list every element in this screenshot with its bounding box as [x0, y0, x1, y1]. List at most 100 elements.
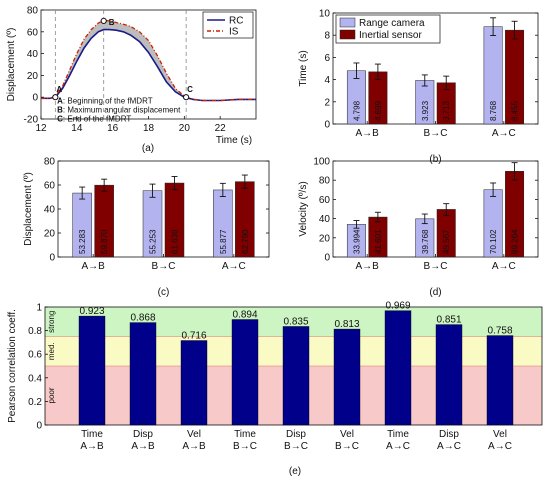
- panel-c-ytick-label: 0: [49, 253, 55, 264]
- panel-d-ytick-label: 40: [319, 214, 331, 225]
- panel-e-band-label: strong: [47, 311, 56, 333]
- panel-a-ytick-label: 0: [32, 93, 38, 104]
- panel-e-bar: [435, 324, 463, 426]
- panel-c-xtick-label: B→C: [152, 261, 176, 272]
- panel-b-legend-label: Inertial sensor: [359, 30, 422, 41]
- panel-e-xtick-sublabel: A→B: [131, 441, 155, 452]
- panel-a-annotation: B: Maximum angular displacement: [57, 105, 181, 114]
- panel-d-ytick-label: 60: [319, 195, 331, 206]
- panel-e-xtick-label: Disp: [439, 429, 459, 440]
- panel-e-ytick-label: 1: [36, 303, 42, 314]
- panel-b-ytick-label: 10: [319, 9, 331, 20]
- panel-c-xtick-label: A→B: [81, 261, 105, 272]
- panel-e-xtick-sublabel: B→C: [335, 441, 359, 452]
- panel-a-legend-label: RC: [229, 16, 243, 27]
- panel-a-xtick-label: 14: [71, 123, 83, 134]
- panel-d-data-label: 41.601: [374, 229, 383, 254]
- panel-b-ytick-label: 6: [324, 53, 330, 64]
- panel-d-ytick-label: 0: [324, 253, 330, 264]
- panel-b-data-label: 4.699: [374, 100, 383, 121]
- panel-c-xtick-label: A→C: [222, 261, 246, 272]
- panel-a-marker-label: A: [56, 85, 62, 94]
- panel-a-marker-label: B: [109, 18, 115, 27]
- panel-e-band-label: poor: [47, 387, 56, 403]
- panel-b-legend-swatch: [339, 29, 356, 40]
- panel-a-annotation-key: A: [57, 96, 63, 105]
- panel-d-xtick-label: A→B: [355, 261, 379, 272]
- panel-b-caption: (b): [429, 154, 441, 165]
- panel-e-ytick-label: 0.2: [28, 397, 42, 408]
- panel-a-ytick-label: 80: [27, 6, 39, 17]
- panel-e-data-label: 0.851: [436, 315, 461, 326]
- panel-b-data-label: 4.798: [352, 100, 361, 121]
- panel-d-data-label: 49.567: [442, 229, 451, 254]
- panel-c-caption: (c): [158, 287, 170, 298]
- panel-a-legend-label: IS: [229, 27, 239, 38]
- panel-d-caption: (d): [429, 287, 441, 298]
- panel-c-ylabel: Displacement (º): [23, 172, 34, 246]
- panel-a-xtick-label: 12: [35, 123, 47, 134]
- panel-e-data-label: 0.969: [385, 301, 410, 312]
- panel-e-caption: (e): [289, 466, 301, 477]
- panel-e-bar: [333, 328, 361, 426]
- panel-e-xtick-label: Disp: [286, 429, 306, 440]
- panel-a-ylabel: Displacement (º): [6, 28, 17, 102]
- panel-a-series-rc: [41, 28, 256, 102]
- panel-c-data-label: 59.870: [100, 229, 109, 254]
- panel-e-bar: [282, 326, 310, 426]
- panel-e-xtick-sublabel: A→B: [182, 441, 206, 452]
- panel-d-ylabel: Velocity (º/s): [298, 181, 309, 236]
- panel-c-ytick-label: 80: [44, 157, 56, 168]
- panel-c-data-label: 53.283: [78, 229, 87, 254]
- panel-e-xtick-label: Vel: [187, 429, 201, 440]
- panel-d-ytick-label: 20: [319, 233, 331, 244]
- panel-a-annotation: C: End of the fMDRT: [57, 114, 131, 123]
- panel-e-xtick-sublabel: A→C: [437, 441, 461, 452]
- panel-e-ytick-label: 0: [36, 421, 42, 432]
- panel-e-xtick-sublabel: A→B: [80, 441, 104, 452]
- panel-a-annotation: A: Beginning of the fMDRT: [57, 96, 153, 105]
- panel-e-ytick-label: 0.6: [28, 350, 42, 361]
- panel-d-ytick-label: 80: [319, 176, 331, 187]
- panel-e-bar: [180, 340, 208, 426]
- panel-a-ytick-label: -20: [24, 115, 39, 126]
- panel-e-xtick-label: Time: [234, 429, 256, 440]
- panel-b-data-label: 8.768: [489, 100, 498, 121]
- panel-e-bar: [384, 310, 412, 426]
- panel-e-band-label: med.: [47, 342, 56, 360]
- panel-a-xtick-label: 18: [143, 123, 155, 134]
- panel-e-bar: [486, 335, 514, 426]
- panel-a-series-is: [41, 19, 256, 102]
- panel-a-xtick-label: 20: [179, 123, 191, 134]
- panel-a-ytick-label: 40: [27, 49, 39, 60]
- panel-a-xtick-label: 22: [215, 123, 227, 134]
- panel-b-ytick-label: 2: [324, 97, 330, 108]
- panel-d-data-label: 89.264: [511, 229, 520, 254]
- panel-c-data-label: 55.253: [149, 229, 158, 254]
- panel-e-bar: [231, 319, 259, 426]
- panel-b-data-label: 3.923: [421, 100, 430, 121]
- panel-b-legend-label: Range camera: [359, 18, 425, 29]
- panel-b-ytick-label: 8: [324, 31, 330, 42]
- panel-c-data-label: 62.790: [241, 229, 250, 254]
- panel-e-xtick-label: Disp: [133, 429, 153, 440]
- panel-a-marker-label: C: [187, 85, 193, 94]
- panel-d-xtick-label: A→C: [492, 261, 516, 272]
- panel-b-xtick-label: A→B: [355, 128, 379, 139]
- panel-e-xtick-label: Vel: [340, 429, 354, 440]
- panel-c-ytick-label: 40: [44, 205, 56, 216]
- panel-e-bar: [129, 322, 157, 426]
- panel-e-xtick-label: Vel: [493, 429, 507, 440]
- panel-b-data-label: 3.713: [442, 100, 451, 121]
- panel-a-annotation-key: B: [57, 105, 63, 114]
- panel-e-xtick-sublabel: A→C: [386, 441, 410, 452]
- panel-a-annotation-text: : Beginning of the fMDRT: [63, 96, 153, 105]
- panel-e-xtick-label: Time: [81, 429, 103, 440]
- panel-a-marker-point: [183, 94, 190, 101]
- panel-e-xtick-label: Time: [387, 429, 409, 440]
- panel-e-data-label: 0.923: [79, 306, 104, 317]
- panel-b-ytick-label: 0: [324, 120, 330, 131]
- panel-d-data-label: 70.102: [489, 229, 498, 254]
- panel-b-xtick-label: A→C: [492, 128, 516, 139]
